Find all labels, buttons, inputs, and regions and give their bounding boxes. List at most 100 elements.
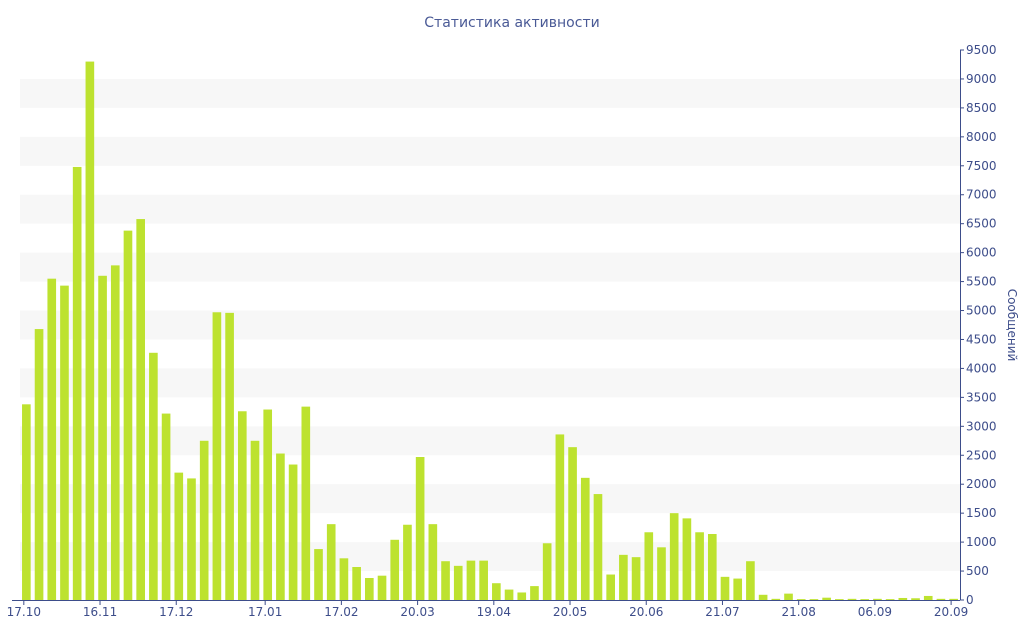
x-tick-label: 06.09 [858, 605, 892, 619]
bar[interactable] [199, 440, 209, 600]
bar[interactable] [707, 534, 717, 600]
bar[interactable] [568, 447, 577, 600]
y-tick-label: 6500 [966, 217, 997, 231]
bar[interactable] [161, 413, 171, 600]
y-tick-labels: 0 500 1000 1500 2000 2500 3000 3500 4000 4500 5000… [960, 43, 997, 607]
bar[interactable] [631, 557, 641, 600]
bar[interactable] [542, 543, 552, 600]
chart-title: Статистика активности [424, 15, 600, 31]
y-tick-label: 3500 [966, 390, 997, 404]
bar[interactable] [796, 599, 806, 600]
bar[interactable] [47, 278, 57, 600]
x-tick-label: 20.03 [400, 605, 434, 619]
x-tick-labels: 17.10 16.11 17.12 17.01 17.02 20.03 19.04 20.05… [7, 600, 968, 619]
bar[interactable] [403, 524, 412, 600]
grid-band [20, 542, 960, 572]
bar[interactable] [593, 494, 603, 600]
grid-band [20, 310, 960, 340]
bar[interactable] [822, 597, 831, 600]
bar[interactable] [771, 598, 781, 600]
bar[interactable] [733, 578, 743, 600]
bar[interactable] [517, 592, 527, 600]
bar[interactable] [22, 404, 31, 600]
bar[interactable] [187, 478, 196, 600]
grid-band [20, 426, 960, 456]
bar[interactable] [936, 598, 946, 600]
bar[interactable] [136, 219, 145, 601]
bar[interactable] [695, 532, 704, 600]
bar[interactable] [377, 575, 387, 600]
bar[interactable] [98, 275, 107, 600]
bar[interactable] [60, 285, 69, 600]
grid-band [20, 484, 960, 514]
y-tick-label: 500 [966, 564, 989, 578]
bar[interactable] [390, 539, 400, 600]
bar[interactable] [720, 576, 730, 600]
bar[interactable] [174, 472, 184, 600]
bar[interactable] [314, 549, 323, 600]
bar[interactable] [504, 589, 514, 600]
x-tick-label: 21.07 [705, 605, 739, 619]
bar[interactable] [276, 453, 285, 600]
bar[interactable] [34, 329, 44, 600]
bar[interactable] [492, 583, 501, 600]
bar[interactable] [326, 524, 336, 600]
y-tick-label: 8000 [966, 130, 997, 144]
y-tick-label: 2000 [966, 477, 997, 491]
bar[interactable] [428, 524, 438, 600]
bar[interactable] [110, 265, 120, 600]
bar[interactable] [365, 578, 374, 600]
bar[interactable] [580, 477, 590, 600]
x-tick-label: 21.08 [781, 605, 815, 619]
bar[interactable] [149, 352, 158, 600]
bar[interactable] [453, 565, 463, 600]
y-tick-label: 5000 [966, 304, 997, 318]
bar[interactable] [682, 518, 692, 600]
bar[interactable] [835, 599, 844, 600]
bar[interactable] [949, 598, 958, 600]
y-tick-label: 3000 [966, 419, 997, 433]
bar[interactable] [123, 230, 133, 600]
bar[interactable] [212, 312, 222, 600]
bar[interactable] [263, 409, 273, 600]
bar[interactable] [860, 599, 870, 600]
bar[interactable] [758, 594, 768, 600]
bar[interactable] [339, 558, 349, 600]
grid-bands [20, 78, 960, 572]
bar[interactable] [301, 406, 311, 600]
bar[interactable] [657, 547, 666, 600]
bar[interactable] [885, 599, 895, 600]
bar[interactable] [784, 593, 793, 600]
bar-series [22, 61, 958, 601]
bar[interactable] [809, 599, 819, 600]
bar[interactable] [466, 560, 476, 600]
y-tick-label: 5500 [966, 275, 997, 289]
bar[interactable] [644, 532, 654, 600]
bar[interactable] [898, 597, 908, 600]
bar[interactable] [441, 561, 450, 600]
bar[interactable] [415, 457, 425, 600]
bar[interactable] [873, 598, 882, 600]
bar[interactable] [606, 574, 615, 600]
bar[interactable] [352, 567, 361, 600]
bar[interactable] [530, 586, 539, 600]
bar[interactable] [85, 61, 95, 600]
bar[interactable] [911, 598, 920, 600]
bar[interactable] [746, 561, 755, 600]
bar[interactable] [669, 513, 679, 600]
bar[interactable] [288, 464, 298, 600]
y-tick-label: 1000 [966, 535, 997, 549]
grid-band [20, 136, 960, 166]
bar[interactable] [619, 554, 628, 600]
grid-band [20, 252, 960, 282]
bar[interactable] [923, 595, 933, 600]
bar[interactable] [72, 166, 82, 600]
bar[interactable] [237, 411, 247, 600]
bar[interactable] [555, 434, 565, 600]
y-axis-title: Сообщений [1005, 289, 1019, 362]
bar[interactable] [479, 560, 488, 600]
bar[interactable] [847, 598, 857, 600]
bar[interactable] [250, 440, 260, 600]
x-tick-label: 17.01 [248, 605, 282, 619]
bar[interactable] [225, 312, 234, 600]
